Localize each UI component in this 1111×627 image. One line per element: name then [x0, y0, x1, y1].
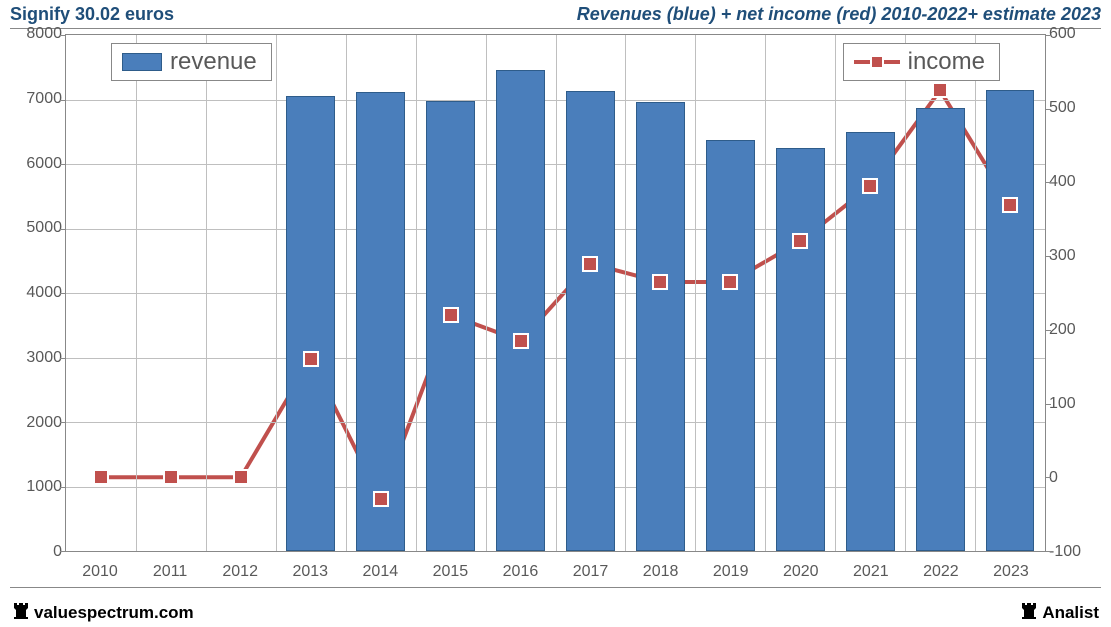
y-left-tick: 3000: [10, 349, 62, 367]
income-marker: [233, 469, 249, 485]
x-tick: 2019: [713, 563, 749, 581]
x-tick: 2020: [783, 563, 819, 581]
revenue-bar: [496, 70, 545, 551]
x-tick: 2015: [433, 563, 469, 581]
x-tick: 2013: [292, 563, 328, 581]
y-right-tick: 300: [1049, 247, 1101, 265]
revenue-bar: [426, 101, 475, 551]
y-right-tick: 600: [1049, 25, 1101, 43]
x-tick: 2011: [153, 563, 187, 581]
y-right-tick: 200: [1049, 321, 1101, 339]
x-tick: 2021: [853, 563, 889, 581]
y-left-tick: 6000: [10, 155, 62, 173]
y-right-tick: 100: [1049, 395, 1101, 413]
y-left-tick: 1000: [10, 478, 62, 496]
income-marker: [792, 233, 808, 249]
x-tick: 2014: [363, 563, 399, 581]
y-left-tick: 0: [10, 543, 62, 561]
x-tick: 2022: [923, 563, 959, 581]
revenue-bar: [846, 132, 895, 551]
income-marker: [443, 307, 459, 323]
title-left: Signify 30.02 euros: [10, 4, 174, 25]
income-marker: [163, 469, 179, 485]
income-marker: [1002, 197, 1018, 213]
revenue-bar: [636, 102, 685, 551]
income-marker: [932, 82, 948, 98]
legend-revenue: revenue: [111, 43, 272, 81]
y-right-tick: 0: [1049, 469, 1101, 487]
income-marker: [862, 178, 878, 194]
x-tick: 2016: [503, 563, 539, 581]
y-right-tick: -100: [1049, 543, 1101, 561]
x-tick: 2010: [82, 563, 118, 581]
x-tick: 2023: [993, 563, 1029, 581]
x-tick: 2017: [573, 563, 609, 581]
revenue-bar: [286, 96, 335, 551]
y-right-tick: 400: [1049, 173, 1101, 191]
title-right: Revenues (blue) + net income (red) 2010-…: [577, 4, 1101, 25]
x-axis-labels: 2010 2011 2012 2013 2014 2015 2016 2017 2018 2019…: [65, 555, 1046, 587]
revenue-bar: [986, 90, 1035, 551]
income-marker: [652, 274, 668, 290]
y-right-tick: 500: [1049, 99, 1101, 117]
y-left-tick: 2000: [10, 414, 62, 432]
revenue-bar: [356, 92, 405, 551]
x-tick: 2018: [643, 563, 679, 581]
chart-frame: 0 1000 2000 3000 4000 5000 6000 7000 8000 -100 0 1…: [10, 28, 1101, 588]
footer-left: valuespectrum.com: [12, 601, 194, 623]
footer-right: Analist: [1020, 601, 1099, 623]
x-tick: 2012: [222, 563, 258, 581]
y-left-tick: 5000: [10, 219, 62, 237]
income-marker: [582, 256, 598, 272]
y-right-axis-labels: -1000100200300400500600: [1049, 34, 1101, 552]
revenue-bar: [776, 148, 825, 551]
revenue-bar: [566, 91, 615, 551]
income-marker: [93, 469, 109, 485]
income-marker: [513, 333, 529, 349]
income-marker: [373, 491, 389, 507]
rook-icon: [12, 601, 30, 621]
income-marker: [303, 351, 319, 367]
y-left-tick: 8000: [10, 25, 62, 43]
y-left-tick: 4000: [10, 284, 62, 302]
income-marker: [722, 274, 738, 290]
revenue-bar: [916, 108, 965, 551]
rook-icon: [1020, 601, 1038, 621]
legend-income: income: [843, 43, 1000, 81]
plot-area: revenue income: [65, 34, 1046, 552]
revenue-bar: [706, 140, 755, 551]
y-left-tick: 7000: [10, 90, 62, 108]
y-left-axis-labels: 010002000300040005000600070008000: [10, 34, 62, 552]
